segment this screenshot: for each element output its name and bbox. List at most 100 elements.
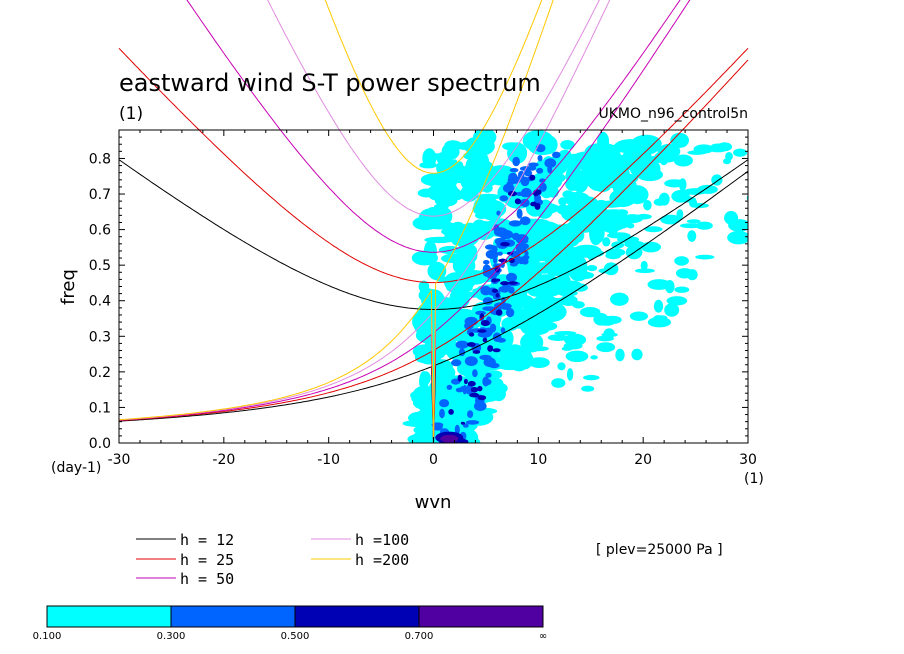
y-tick-label: 0.2 [89,365,111,381]
chart-subtitle-left: (1) [119,104,143,124]
contour-blob-level2 [439,399,450,408]
contour-blob-level2 [464,356,478,367]
contour-blob-level2 [536,167,544,174]
contour-blob-level1 [554,331,577,335]
colorbar-label: ∞ [539,631,547,642]
y-tick-label: 0.6 [89,223,111,239]
x-unit-label: (1) [744,471,764,487]
contour-blob-level2 [497,251,503,256]
contour-blob-level1 [653,198,667,206]
y-unit-label: (day-1) [51,460,101,476]
contour-blob-level1 [601,332,618,338]
contour-blob-level1 [646,246,657,251]
y-tick-label: 0.5 [89,258,111,274]
contour-blob-level2 [514,191,528,196]
contour-blob-level2 [516,208,523,219]
contour-blob-level1 [450,230,464,246]
contour-blob-level1 [686,269,698,281]
contour-blob-level1 [435,369,454,389]
contour-blob-level1 [806,144,818,155]
contour-blob-level2 [522,255,530,260]
contour-blob-level1 [412,311,434,332]
contour-blob-level1 [571,271,595,280]
x-axis-ticks: -30 -20 -10 0 10 20 30 [108,130,757,468]
contour-blob-level1 [626,222,635,229]
contour-blob-level1 [465,156,489,172]
x-tick-label: -10 [317,452,340,468]
contour-blob-level1 [420,371,431,385]
contour-blob-level3 [496,278,501,282]
contour-blob-level1 [686,219,701,224]
legend-label: h = 12 [180,531,234,549]
contour-blob-level1 [441,142,460,160]
contour-blob-level1 [683,188,707,195]
contour-blob-level1 [615,348,625,362]
legend-label: h = 25 [180,551,234,569]
contour-blob-level3 [467,380,476,387]
contour-blob-level1 [566,195,598,208]
contour-blob-level1 [554,173,566,183]
y-tick-label: 0.7 [89,187,111,203]
contour-blob-level1 [678,178,687,192]
contour-blob-level1 [414,411,427,427]
contour-blob-level1 [428,292,442,301]
contour-blob-level1 [674,256,689,266]
colorbar-label: 0.500 [281,631,310,642]
contour-blob-level1 [597,316,617,326]
kelvin-mrg-curve-h50 [118,0,691,443]
contour-blob-level3 [480,320,490,327]
kelvin-mrg-curve-h25 [118,59,749,443]
contour-blob-level2 [552,151,561,159]
contour-blob-level1 [796,150,820,162]
contour-blob-level3 [498,258,508,263]
contour-blob-level1 [558,290,578,297]
contour-blob-level3 [477,385,483,392]
contour-blob-level1 [563,153,588,171]
contour-blob-level2 [512,156,520,167]
contour-blob-level2 [472,369,478,378]
contour-fills [402,130,820,443]
contour-blob-level1 [460,185,479,202]
contour-blob-level3 [529,174,536,181]
contour-blob-level3 [508,281,518,285]
contour-blob-level1 [624,240,645,249]
colorbar-label: 0.700 [405,631,434,642]
contour-blob-level1 [431,339,450,351]
contour-blob-level1 [565,350,589,362]
y-tick-label: 0.0 [89,436,111,452]
contour-blob-level2 [521,258,529,265]
kelvin-mrg-curve-h100 [118,0,611,443]
contour-blob-level1 [607,232,631,239]
contour-blob-level2 [483,331,488,340]
contour-blob-level2 [511,232,521,241]
x-axis-label: wvn [415,492,452,513]
contour-blob-level3 [495,293,500,298]
kelvin-mrg-curve-h200 [118,0,554,443]
contour-blob-level2 [528,165,537,171]
contour-blob-level2 [485,372,492,378]
contour-blob-level2 [455,387,464,393]
ig-curve-h12 [118,159,749,310]
contour-blob-level1 [673,154,693,167]
contour-blob-level2 [439,408,445,419]
contour-blob-level1 [803,157,809,169]
contour-blob-level1 [660,214,681,225]
contour-blob-level1 [558,197,568,206]
contour-blob-level1 [634,268,655,274]
contour-blob-level3 [491,288,499,293]
contour-blob-level1 [635,213,652,220]
contour-blob-level1 [560,140,575,150]
contour-blob-level1 [723,158,731,165]
contour-blob-level2 [507,175,522,184]
contour-blob-level1 [644,226,663,233]
contour-blob-level2 [462,423,469,428]
contour-blob-level3 [492,348,501,353]
contour-blob-level2 [547,165,553,174]
contour-blob-level1 [491,386,506,402]
contour-blob-level1 [801,151,820,162]
contour-blob-level2 [519,216,531,226]
colorbar-swatch [46,605,172,628]
contour-blob-level1 [674,286,690,293]
contour-blob-level2 [500,286,510,293]
contour-blob-level2 [501,305,511,310]
